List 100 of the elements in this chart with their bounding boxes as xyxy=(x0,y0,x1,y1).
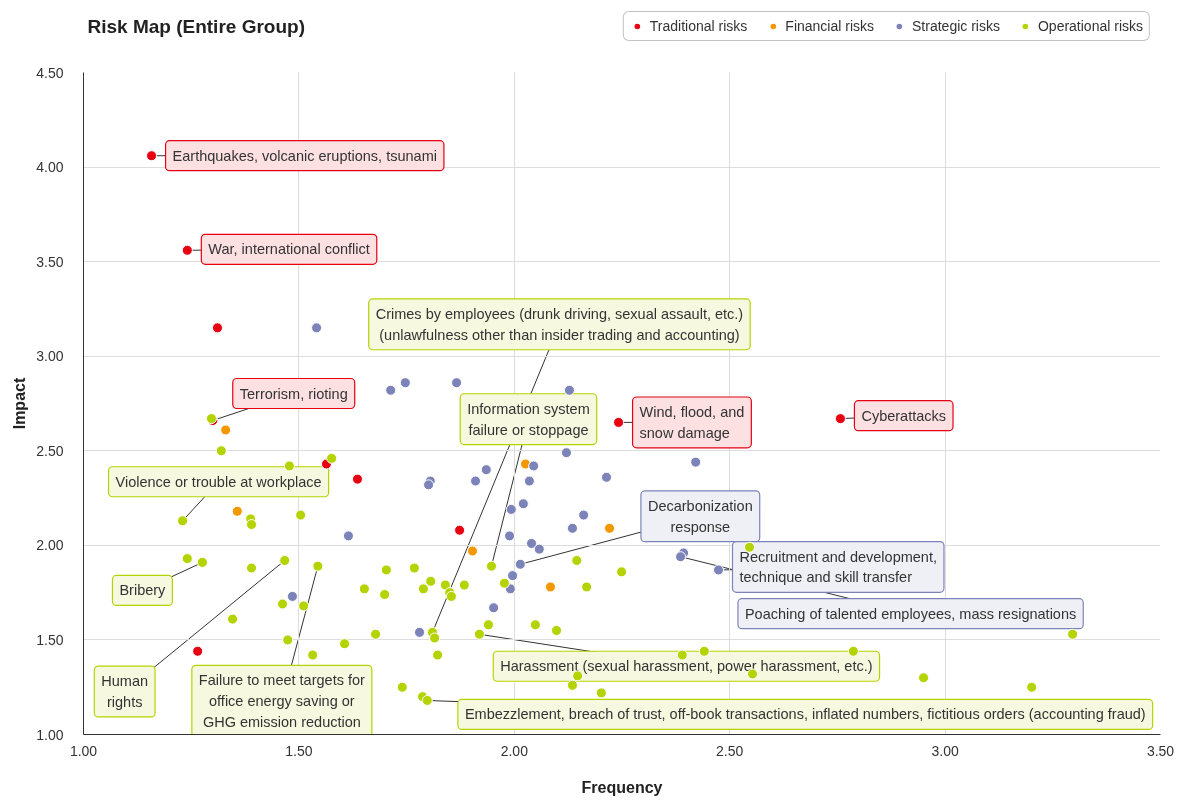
point xyxy=(358,583,370,595)
point xyxy=(286,590,298,602)
point xyxy=(220,424,232,436)
point xyxy=(528,460,540,472)
y-tick-label: 4.50 xyxy=(36,64,64,81)
point xyxy=(399,377,411,389)
point xyxy=(396,681,408,693)
point xyxy=(544,581,556,593)
point xyxy=(454,524,466,536)
y-tick-label: 1.00 xyxy=(36,726,64,743)
point xyxy=(675,551,687,563)
point xyxy=(690,456,702,468)
point xyxy=(458,579,470,591)
point xyxy=(571,555,583,566)
point xyxy=(604,522,616,534)
y-axis-title: Impact xyxy=(11,377,29,430)
point xyxy=(834,413,846,425)
point xyxy=(423,479,435,491)
annotation: Violence or trouble at workplace xyxy=(115,473,322,490)
point xyxy=(307,649,319,661)
text: Operational risks xyxy=(1037,18,1143,34)
point xyxy=(283,460,295,472)
annotation: Harassment (sexual harassment, power harassment, etc.) xyxy=(500,658,873,675)
point xyxy=(676,649,688,661)
point xyxy=(379,589,391,601)
y-tick-label: 2.00 xyxy=(36,537,64,554)
y-tick-label: 1.50 xyxy=(36,631,64,648)
annotation: Decarbonization response xyxy=(647,497,753,535)
point xyxy=(467,545,479,557)
point xyxy=(566,679,578,691)
y-tick-label: 2.50 xyxy=(36,442,64,459)
point xyxy=(551,624,563,636)
point xyxy=(339,638,351,650)
point xyxy=(196,556,208,568)
point xyxy=(533,543,545,555)
point xyxy=(514,558,526,570)
point xyxy=(282,634,294,646)
point xyxy=(326,452,338,464)
point xyxy=(215,445,227,457)
point xyxy=(246,519,258,531)
point xyxy=(1067,628,1079,640)
point xyxy=(600,471,612,483)
point xyxy=(498,577,510,589)
chart-title: Risk Map (Entire Group) xyxy=(87,16,305,37)
x-tick-label: 2.50 xyxy=(716,742,744,759)
point xyxy=(480,464,492,476)
point xyxy=(146,150,158,162)
annotation: Recruitment and development, technique and skill transfer xyxy=(739,548,937,586)
y-tick-label: 4.00 xyxy=(36,159,64,176)
x-tick-label: 3.50 xyxy=(1146,742,1175,759)
point xyxy=(566,522,578,534)
point xyxy=(311,322,323,334)
annotation: Wind, flood, and snow damage xyxy=(639,404,745,441)
point xyxy=(425,575,437,587)
point xyxy=(181,553,193,565)
annotation: Failure to meet targets for office energy saving or GHG emission reduction xyxy=(198,672,366,730)
y-tick-label: 3.50 xyxy=(36,253,64,270)
point xyxy=(470,475,482,487)
annotation: Bribery xyxy=(119,582,167,599)
point xyxy=(473,628,485,640)
point xyxy=(429,632,441,644)
point xyxy=(488,602,500,614)
point xyxy=(370,628,382,640)
point xyxy=(451,377,463,389)
point xyxy=(298,600,310,612)
annotation: Terrorism, rioting xyxy=(239,385,348,402)
point xyxy=(295,509,307,521)
x-tick-label: 1.00 xyxy=(69,742,98,759)
text: Financial risks xyxy=(785,18,875,34)
point xyxy=(482,619,494,631)
x-tick-label: 1.50 xyxy=(285,742,313,759)
point xyxy=(613,416,625,428)
point xyxy=(563,384,575,396)
point xyxy=(246,562,258,574)
annotation: Information system failure or stoppage xyxy=(467,400,590,438)
point xyxy=(432,649,444,661)
point xyxy=(505,503,517,515)
point xyxy=(581,581,593,593)
point xyxy=(523,475,535,487)
point xyxy=(578,509,590,521)
point xyxy=(504,530,516,542)
point xyxy=(385,384,397,396)
point xyxy=(417,583,429,595)
point xyxy=(312,560,324,572)
annotation: Crimes by employees (drunk driving, sexual assault, etc.) (unlawfulness other than insider trading and accounting) xyxy=(375,305,744,343)
text: Traditional risks xyxy=(649,18,748,34)
point xyxy=(211,322,223,334)
point xyxy=(485,560,497,572)
point xyxy=(277,598,289,610)
point xyxy=(529,619,541,631)
x-tick-label: 2.00 xyxy=(500,742,529,759)
annotation: Human rights xyxy=(101,673,149,710)
point xyxy=(414,626,426,638)
point xyxy=(517,498,529,510)
point xyxy=(231,505,243,517)
point xyxy=(227,613,239,625)
point xyxy=(279,555,291,566)
point xyxy=(918,672,930,684)
point xyxy=(439,579,451,591)
annotation: Poaching of talented employees, mass resignations xyxy=(744,605,1077,622)
